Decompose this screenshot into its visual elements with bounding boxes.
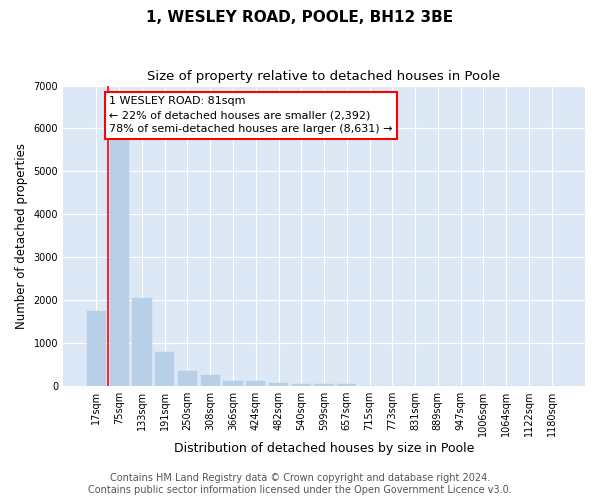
Text: 1, WESLEY ROAD, POOLE, BH12 3BE: 1, WESLEY ROAD, POOLE, BH12 3BE	[146, 10, 454, 25]
Bar	[132, 298, 152, 386]
Bar	[87, 311, 106, 386]
X-axis label: Distribution of detached houses by size in Poole: Distribution of detached houses by size …	[174, 442, 474, 455]
Bar	[314, 384, 334, 386]
Bar	[337, 384, 356, 386]
Bar	[200, 376, 220, 386]
Bar	[223, 380, 242, 386]
Bar	[155, 352, 175, 386]
Title: Size of property relative to detached houses in Poole: Size of property relative to detached ho…	[148, 70, 500, 83]
Text: 1 WESLEY ROAD: 81sqm
← 22% of detached houses are smaller (2,392)
78% of semi-de: 1 WESLEY ROAD: 81sqm ← 22% of detached h…	[109, 96, 392, 134]
Bar	[178, 372, 197, 386]
Bar	[110, 135, 129, 386]
Bar	[292, 384, 311, 386]
Text: Contains HM Land Registry data © Crown copyright and database right 2024.
Contai: Contains HM Land Registry data © Crown c…	[88, 474, 512, 495]
Bar	[269, 382, 288, 386]
Bar	[246, 382, 265, 386]
Y-axis label: Number of detached properties: Number of detached properties	[15, 143, 28, 329]
